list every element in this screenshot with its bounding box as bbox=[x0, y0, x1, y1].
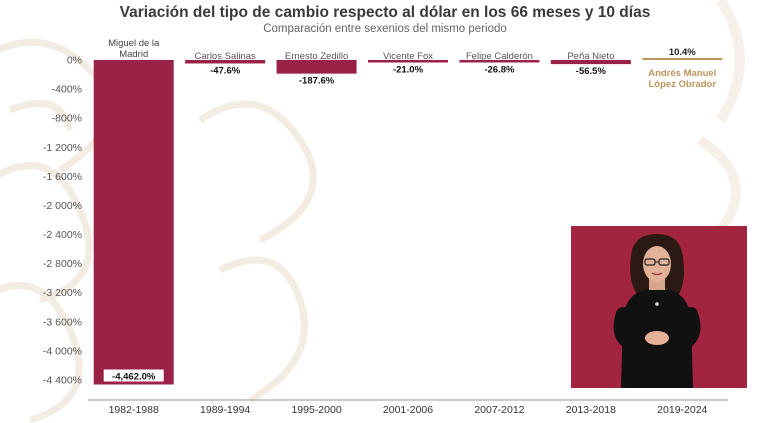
y-tick-label: -2 800% bbox=[43, 258, 82, 270]
x-tick-label: 1989-1994 bbox=[200, 404, 250, 416]
president-label: Felipe Calderón bbox=[466, 51, 533, 62]
bar-2007-2012 bbox=[459, 60, 540, 63]
president-label: Ernesto Zedillo bbox=[285, 51, 348, 62]
x-tick-label: 2019-2024 bbox=[657, 404, 707, 416]
bar-2001-2006 bbox=[368, 60, 448, 63]
y-tick-label: -2 000% bbox=[43, 200, 82, 212]
y-tick-label: -800% bbox=[52, 113, 82, 125]
bar-1982-1988 bbox=[93, 60, 174, 385]
president-label: Miguel de la bbox=[108, 38, 160, 49]
data-label: -47.6% bbox=[210, 65, 241, 76]
y-tick-label: -3 600% bbox=[43, 316, 82, 328]
bar-1995-2000 bbox=[276, 60, 357, 74]
x-tick-label: 2007-2012 bbox=[474, 404, 524, 416]
president-label: Vicente Fox bbox=[383, 51, 433, 62]
data-label: -187.6% bbox=[299, 76, 335, 87]
y-tick-label: -400% bbox=[52, 84, 82, 96]
x-tick-label: 2013-2018 bbox=[566, 404, 616, 416]
president-label: Peña Nieto bbox=[567, 51, 614, 62]
y-tick-label: -4 400% bbox=[43, 375, 82, 387]
y-tick-label: -2 400% bbox=[43, 229, 82, 241]
y-tick-label: -4 000% bbox=[43, 345, 82, 357]
y-tick-label: -3 200% bbox=[43, 287, 82, 299]
data-label: -4,462.0% bbox=[112, 372, 156, 383]
data-label: -26.8% bbox=[484, 65, 515, 76]
y-tick-label: -1 200% bbox=[43, 142, 82, 154]
x-tick-label: 2001-2006 bbox=[383, 404, 433, 416]
data-label-bg bbox=[103, 369, 164, 382]
interpreter-figure bbox=[571, 226, 747, 388]
bar-2019-2024 bbox=[642, 58, 723, 60]
data-label: -21.0% bbox=[393, 65, 424, 76]
y-tick-label: -1 600% bbox=[43, 171, 82, 183]
president-label: Carlos Salinas bbox=[195, 51, 256, 62]
sign-language-interpreter-video bbox=[571, 226, 747, 388]
chart-title: Variación del tipo de cambio respecto al… bbox=[119, 4, 651, 21]
chart-subtitle: Comparación entre sexenios del mismo per… bbox=[263, 23, 507, 35]
data-label: 10.4% bbox=[669, 47, 696, 58]
president-label: López Obrador bbox=[649, 79, 717, 90]
president-label: Andrés Manuel bbox=[648, 68, 716, 79]
x-tick-label: 1982-1988 bbox=[109, 404, 159, 416]
bar-2013-2018 bbox=[550, 60, 631, 65]
data-label: -56.5% bbox=[576, 66, 607, 77]
x-tick-label: 1995-2000 bbox=[291, 404, 341, 416]
y-tick-label: 0% bbox=[67, 55, 82, 67]
bar-1989-1994 bbox=[185, 60, 266, 64]
president-label: Madrid bbox=[119, 49, 148, 60]
